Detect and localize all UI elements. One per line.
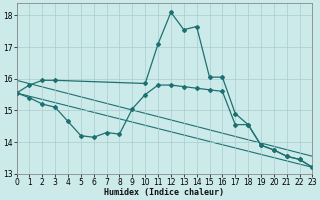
X-axis label: Humidex (Indice chaleur): Humidex (Indice chaleur) — [105, 188, 225, 197]
